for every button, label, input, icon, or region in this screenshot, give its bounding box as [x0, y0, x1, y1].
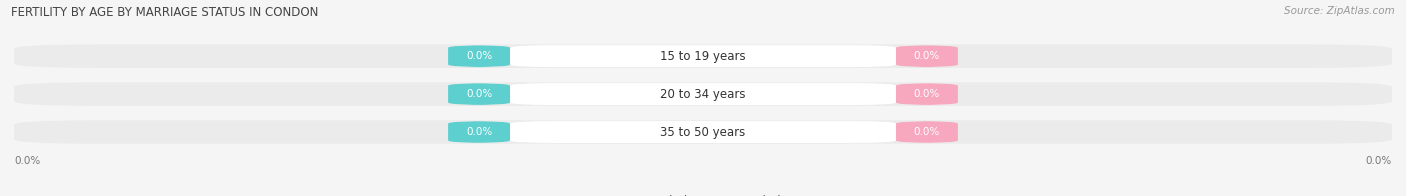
Text: 0.0%: 0.0% — [465, 127, 492, 137]
FancyBboxPatch shape — [896, 83, 957, 105]
Text: 0.0%: 0.0% — [914, 127, 941, 137]
Text: 0.0%: 0.0% — [465, 51, 492, 61]
FancyBboxPatch shape — [510, 121, 896, 143]
FancyBboxPatch shape — [14, 82, 1392, 106]
Text: 0.0%: 0.0% — [14, 156, 41, 166]
Text: 0.0%: 0.0% — [914, 51, 941, 61]
FancyBboxPatch shape — [449, 83, 510, 105]
FancyBboxPatch shape — [896, 121, 957, 143]
Text: Source: ZipAtlas.com: Source: ZipAtlas.com — [1284, 6, 1395, 16]
Text: FERTILITY BY AGE BY MARRIAGE STATUS IN CONDON: FERTILITY BY AGE BY MARRIAGE STATUS IN C… — [11, 6, 319, 19]
Text: 15 to 19 years: 15 to 19 years — [661, 50, 745, 63]
FancyBboxPatch shape — [449, 121, 510, 143]
FancyBboxPatch shape — [510, 83, 896, 105]
FancyBboxPatch shape — [14, 120, 1392, 144]
FancyBboxPatch shape — [14, 44, 1392, 68]
Text: 20 to 34 years: 20 to 34 years — [661, 88, 745, 101]
Text: 0.0%: 0.0% — [1365, 156, 1392, 166]
Text: 35 to 50 years: 35 to 50 years — [661, 125, 745, 139]
Text: 0.0%: 0.0% — [465, 89, 492, 99]
Text: 0.0%: 0.0% — [914, 89, 941, 99]
FancyBboxPatch shape — [449, 45, 510, 67]
FancyBboxPatch shape — [510, 45, 896, 67]
Legend: Married, Unmarried: Married, Unmarried — [626, 195, 780, 196]
FancyBboxPatch shape — [896, 45, 957, 67]
